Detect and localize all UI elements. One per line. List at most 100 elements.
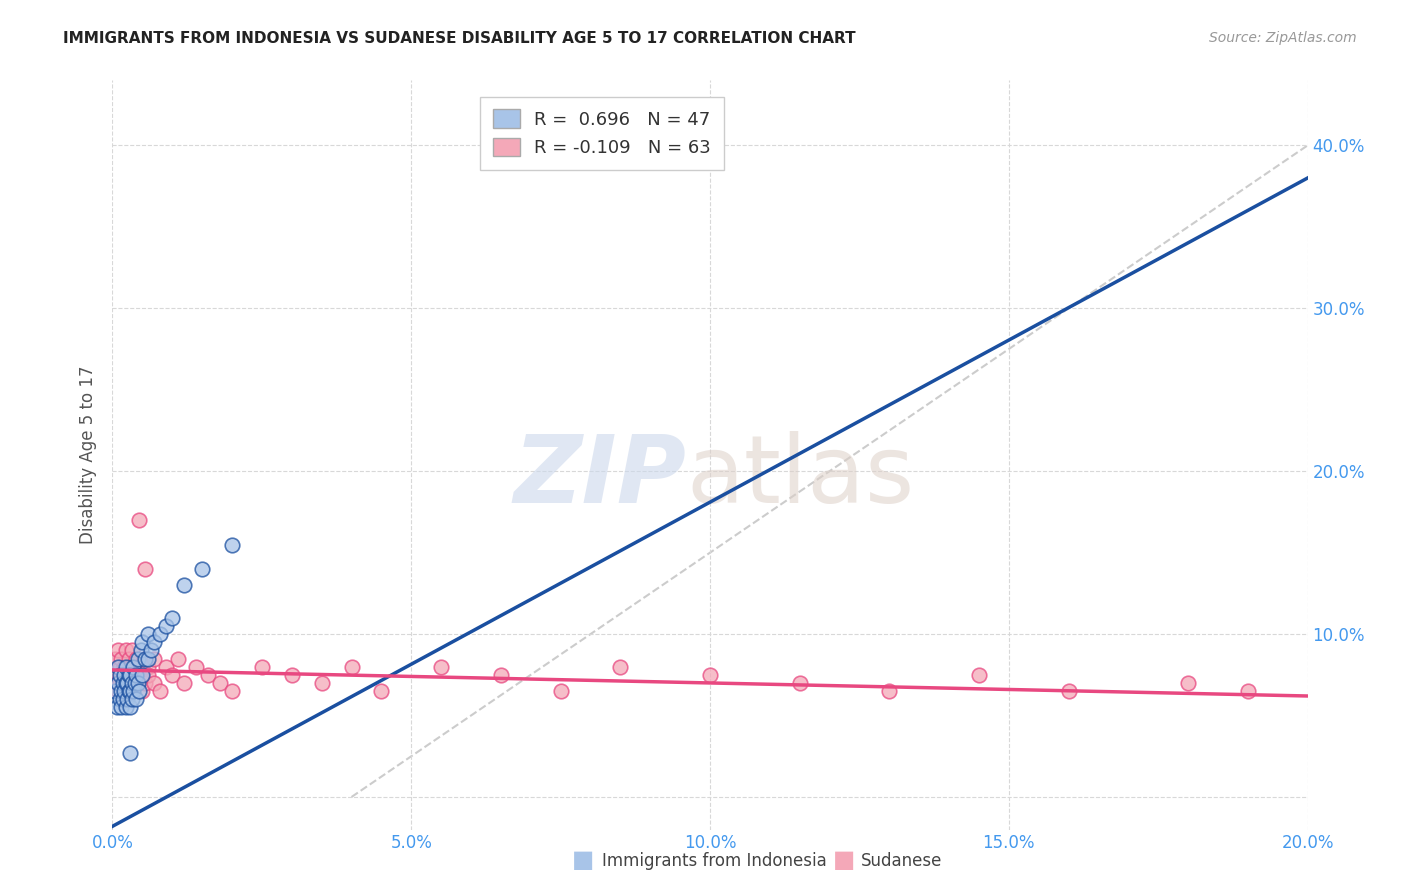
Point xyxy=(110,668,132,682)
Point xyxy=(127,676,149,690)
Point xyxy=(110,668,132,682)
Point xyxy=(121,643,143,657)
Point xyxy=(111,676,134,690)
Point xyxy=(103,668,125,682)
Text: Source: ZipAtlas.com: Source: ZipAtlas.com xyxy=(1209,31,1357,45)
Point xyxy=(149,627,172,641)
Point xyxy=(221,537,243,551)
Point xyxy=(114,643,136,657)
Point xyxy=(120,659,142,673)
Point xyxy=(111,676,134,690)
Point xyxy=(138,627,160,641)
Point xyxy=(155,619,177,633)
Point xyxy=(489,668,512,682)
Point xyxy=(117,692,139,706)
Point xyxy=(104,651,127,665)
Point xyxy=(127,676,149,690)
Point xyxy=(311,676,333,690)
Point xyxy=(114,668,135,682)
Point xyxy=(121,692,143,706)
Point xyxy=(110,700,132,714)
Point xyxy=(107,643,129,657)
Point xyxy=(173,676,195,690)
Point xyxy=(120,676,142,690)
Point xyxy=(149,684,172,698)
Point xyxy=(108,659,131,673)
Point xyxy=(1237,684,1260,698)
Point xyxy=(104,684,127,698)
Point xyxy=(117,684,139,698)
Point xyxy=(122,659,145,673)
Point xyxy=(110,684,132,698)
Point xyxy=(120,668,142,682)
Point xyxy=(117,676,139,690)
Point xyxy=(114,676,136,690)
Point xyxy=(107,676,129,690)
Point xyxy=(281,668,304,682)
Point xyxy=(124,676,146,690)
Point xyxy=(125,692,148,706)
Point xyxy=(699,668,721,682)
Point xyxy=(125,651,148,665)
Point xyxy=(127,651,149,665)
Point xyxy=(143,676,166,690)
Point xyxy=(789,676,811,690)
Point xyxy=(122,684,145,698)
Point xyxy=(115,676,138,690)
Point xyxy=(143,635,166,649)
Point xyxy=(128,513,150,527)
Point xyxy=(107,659,129,673)
Text: ZIP: ZIP xyxy=(513,432,686,524)
Point xyxy=(162,611,183,625)
Point xyxy=(141,643,163,657)
Text: Sudanese: Sudanese xyxy=(860,852,942,870)
Legend: R =  0.696   N = 47, R = -0.109   N = 63: R = 0.696 N = 47, R = -0.109 N = 63 xyxy=(479,97,724,169)
Point xyxy=(138,651,160,665)
Point xyxy=(250,659,273,673)
Point xyxy=(134,562,156,576)
Point xyxy=(105,676,128,690)
Point xyxy=(134,651,156,665)
Point xyxy=(967,668,990,682)
Point xyxy=(134,676,156,690)
Point xyxy=(186,659,208,673)
Point xyxy=(370,684,392,698)
Text: IMMIGRANTS FROM INDONESIA VS SUDANESE DISABILITY AGE 5 TO 17 CORRELATION CHART: IMMIGRANTS FROM INDONESIA VS SUDANESE DI… xyxy=(63,31,856,46)
Point xyxy=(340,659,363,673)
Point xyxy=(117,668,139,682)
Point xyxy=(430,659,453,673)
Point xyxy=(879,684,901,698)
Point xyxy=(191,562,214,576)
Point xyxy=(124,676,146,690)
Point xyxy=(131,668,153,682)
Point xyxy=(1177,676,1199,690)
Text: ■: ■ xyxy=(572,848,595,872)
Point xyxy=(143,651,166,665)
Point xyxy=(114,684,135,698)
Point xyxy=(138,668,160,682)
Point xyxy=(131,635,153,649)
Point xyxy=(105,700,128,714)
Point xyxy=(121,668,143,682)
Point xyxy=(197,668,219,682)
Point xyxy=(155,659,177,673)
Point xyxy=(221,684,243,698)
Point xyxy=(118,668,141,682)
Point xyxy=(173,578,195,592)
Point xyxy=(125,668,148,682)
Point xyxy=(110,676,132,690)
Point xyxy=(112,692,135,706)
Point xyxy=(122,684,145,698)
Point xyxy=(131,668,153,682)
Point xyxy=(120,684,142,698)
Point xyxy=(125,668,148,682)
Text: Immigrants from Indonesia: Immigrants from Indonesia xyxy=(602,852,827,870)
Point xyxy=(167,651,190,665)
Point xyxy=(120,746,142,760)
Point xyxy=(114,659,135,673)
Point xyxy=(1057,684,1080,698)
Point xyxy=(115,659,138,673)
Point xyxy=(108,692,131,706)
Point xyxy=(118,684,141,698)
Point xyxy=(110,651,132,665)
